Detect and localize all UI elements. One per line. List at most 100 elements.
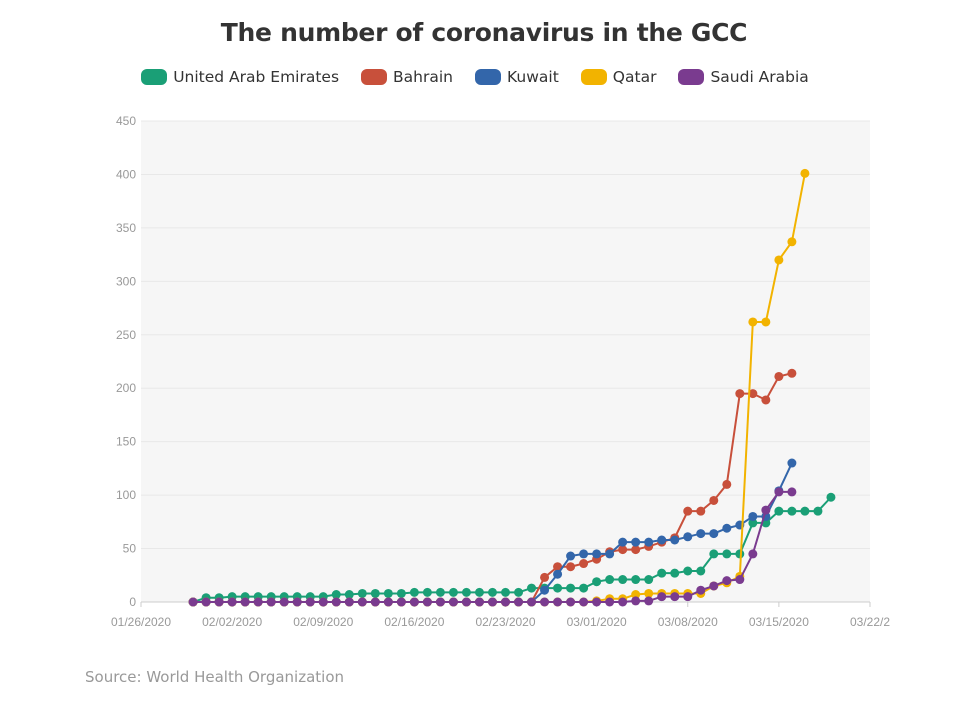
- data-point[interactable]: [631, 590, 641, 600]
- data-point[interactable]: [709, 549, 719, 559]
- data-point[interactable]: [540, 572, 550, 582]
- data-point[interactable]: [787, 368, 797, 378]
- data-point[interactable]: [735, 575, 745, 585]
- data-point[interactable]: [774, 255, 784, 265]
- data-point[interactable]: [214, 597, 224, 607]
- data-point[interactable]: [370, 597, 380, 607]
- data-point[interactable]: [501, 587, 510, 597]
- data-point[interactable]: [748, 389, 758, 399]
- data-point[interactable]: [683, 592, 693, 602]
- data-point[interactable]: [748, 511, 758, 521]
- data-point[interactable]: [670, 535, 680, 545]
- data-point[interactable]: [331, 590, 341, 600]
- legend-item[interactable]: Saudi Arabia: [678, 68, 809, 86]
- data-point[interactable]: [709, 581, 719, 591]
- data-point[interactable]: [383, 597, 393, 607]
- data-point[interactable]: [722, 479, 732, 489]
- data-point[interactable]: [370, 588, 380, 598]
- data-point[interactable]: [644, 588, 654, 598]
- data-point[interactable]: [787, 487, 797, 497]
- data-point[interactable]: [579, 583, 589, 593]
- data-point[interactable]: [540, 585, 550, 595]
- data-point[interactable]: [553, 562, 563, 572]
- data-point[interactable]: [435, 597, 445, 607]
- data-point[interactable]: [514, 597, 524, 607]
- data-point[interactable]: [383, 588, 393, 598]
- data-point[interactable]: [461, 597, 471, 607]
- data-point[interactable]: [487, 597, 497, 607]
- data-point[interactable]: [553, 583, 563, 593]
- data-point[interactable]: [331, 597, 341, 607]
- data-point[interactable]: [657, 592, 667, 602]
- data-point[interactable]: [644, 596, 654, 606]
- data-point[interactable]: [618, 575, 628, 585]
- data-point[interactable]: [800, 506, 810, 516]
- data-point[interactable]: [579, 549, 589, 559]
- data-point[interactable]: [631, 575, 641, 585]
- data-point[interactable]: [696, 566, 706, 576]
- data-point[interactable]: [813, 506, 823, 516]
- data-point[interactable]: [787, 506, 797, 516]
- data-point[interactable]: [227, 597, 237, 607]
- data-point[interactable]: [305, 597, 315, 607]
- data-point[interactable]: [592, 597, 602, 607]
- data-point[interactable]: [631, 596, 641, 606]
- data-point[interactable]: [461, 587, 471, 597]
- data-point[interactable]: [696, 585, 706, 595]
- data-point[interactable]: [605, 575, 615, 585]
- data-point[interactable]: [579, 597, 589, 607]
- data-point[interactable]: [188, 597, 198, 607]
- data-point[interactable]: [722, 576, 732, 586]
- data-point[interactable]: [422, 597, 432, 607]
- data-point[interactable]: [409, 587, 419, 597]
- data-point[interactable]: [527, 583, 537, 593]
- data-point[interactable]: [774, 487, 784, 497]
- data-point[interactable]: [774, 506, 784, 516]
- data-point[interactable]: [696, 529, 706, 539]
- data-point[interactable]: [683, 532, 693, 542]
- data-point[interactable]: [201, 597, 211, 607]
- data-point[interactable]: [618, 597, 628, 607]
- data-point[interactable]: [605, 597, 615, 607]
- data-point[interactable]: [683, 506, 693, 516]
- data-point[interactable]: [787, 458, 797, 468]
- data-point[interactable]: [644, 537, 654, 547]
- data-point[interactable]: [540, 597, 550, 607]
- data-point[interactable]: [474, 597, 484, 607]
- data-point[interactable]: [292, 597, 302, 607]
- data-point[interactable]: [657, 568, 667, 578]
- data-point[interactable]: [566, 562, 576, 572]
- data-point[interactable]: [670, 592, 680, 602]
- data-point[interactable]: [448, 587, 458, 597]
- data-point[interactable]: [318, 597, 328, 607]
- data-point[interactable]: [761, 505, 771, 515]
- data-point[interactable]: [761, 395, 771, 405]
- legend-item[interactable]: Bahrain: [361, 68, 453, 86]
- data-point[interactable]: [618, 537, 628, 547]
- data-point[interactable]: [357, 588, 367, 598]
- data-point[interactable]: [748, 549, 758, 559]
- data-point[interactable]: [592, 577, 602, 587]
- data-point[interactable]: [566, 583, 576, 593]
- data-point[interactable]: [279, 597, 289, 607]
- legend-item[interactable]: United Arab Emirates: [141, 68, 339, 86]
- data-point[interactable]: [422, 587, 432, 597]
- data-point[interactable]: [605, 549, 615, 559]
- data-point[interactable]: [722, 523, 732, 533]
- data-point[interactable]: [631, 545, 641, 555]
- data-point[interactable]: [344, 597, 354, 607]
- data-point[interactable]: [735, 389, 745, 399]
- data-point[interactable]: [501, 597, 510, 607]
- data-point[interactable]: [683, 566, 693, 576]
- data-point[interactable]: [253, 597, 263, 607]
- data-point[interactable]: [761, 317, 771, 327]
- data-point[interactable]: [474, 587, 484, 597]
- legend-item[interactable]: Qatar: [580, 68, 656, 86]
- data-point[interactable]: [618, 545, 628, 555]
- data-point[interactable]: [826, 492, 836, 502]
- data-point[interactable]: [448, 597, 458, 607]
- data-point[interactable]: [266, 597, 276, 607]
- data-point[interactable]: [396, 597, 406, 607]
- data-point[interactable]: [527, 597, 537, 607]
- data-point[interactable]: [579, 559, 589, 569]
